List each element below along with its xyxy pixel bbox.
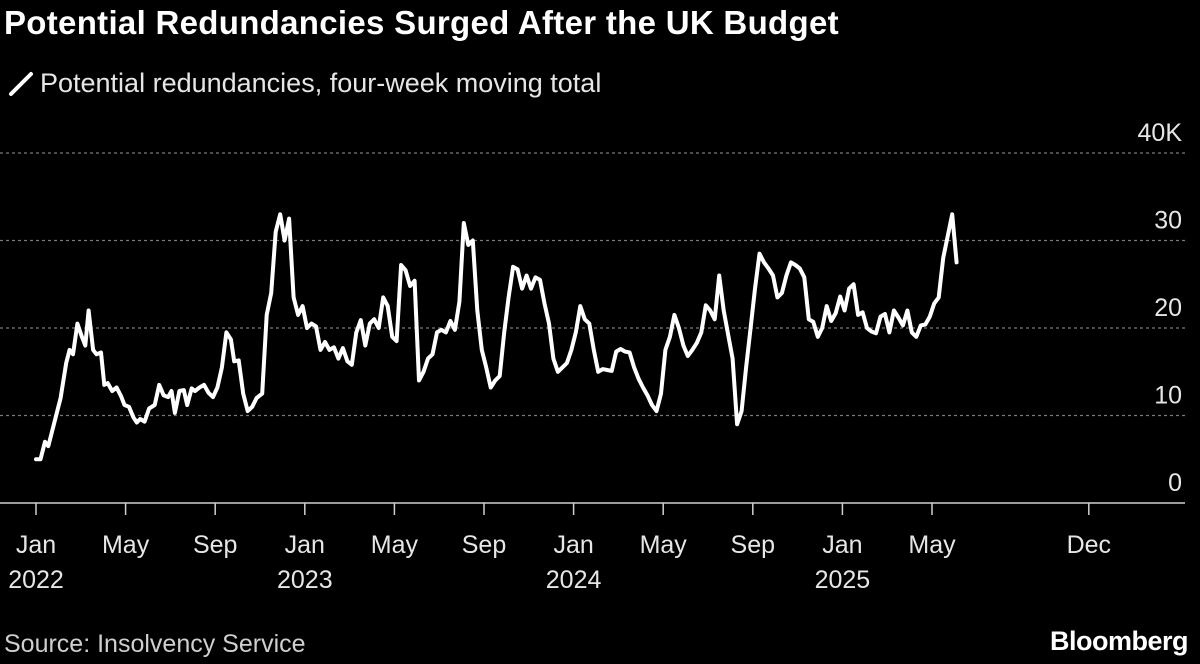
- series-line-potential-redundancies: [34, 212, 959, 462]
- chart-title: Potential Redundancies Surged After the …: [4, 4, 839, 41]
- y-tick-label: 30: [1154, 207, 1182, 235]
- x-tick-label: Dec: [1067, 531, 1111, 559]
- x-tick-label: May: [102, 531, 150, 559]
- x-tick-year-label: 2022: [8, 566, 64, 594]
- y-tick-label: 0: [1168, 469, 1182, 497]
- line-legend-icon: [9, 71, 33, 96]
- legend-label: Potential redundancies, four-week moving…: [40, 68, 602, 98]
- x-tick-label: Sep: [193, 531, 237, 559]
- legend: Potential redundancies, four-week moving…: [8, 68, 601, 99]
- x-tick-label: May: [371, 531, 419, 559]
- x-tick-label: May: [908, 531, 956, 559]
- x-tick-label: May: [640, 531, 688, 559]
- x-tick-year-label: 2024: [546, 566, 602, 594]
- x-tick-year-label: 2023: [277, 566, 333, 594]
- x-tick-year-label: 2025: [815, 566, 871, 594]
- x-tick-label: Jan: [285, 531, 325, 559]
- y-tick-label: 10: [1154, 382, 1182, 410]
- x-tick-label: Jan: [553, 531, 593, 559]
- x-tick-label: Jan: [822, 531, 862, 559]
- bloomberg-logo: Bloomberg: [1049, 626, 1189, 656]
- x-tick-label: Sep: [462, 531, 506, 559]
- y-tick-label: 40K: [1138, 119, 1183, 147]
- x-tick-label: Sep: [731, 531, 775, 559]
- source-note: Source: Insolvency Service: [4, 630, 306, 658]
- x-tick-label: Jan: [16, 531, 56, 559]
- y-tick-label: 20: [1154, 294, 1182, 322]
